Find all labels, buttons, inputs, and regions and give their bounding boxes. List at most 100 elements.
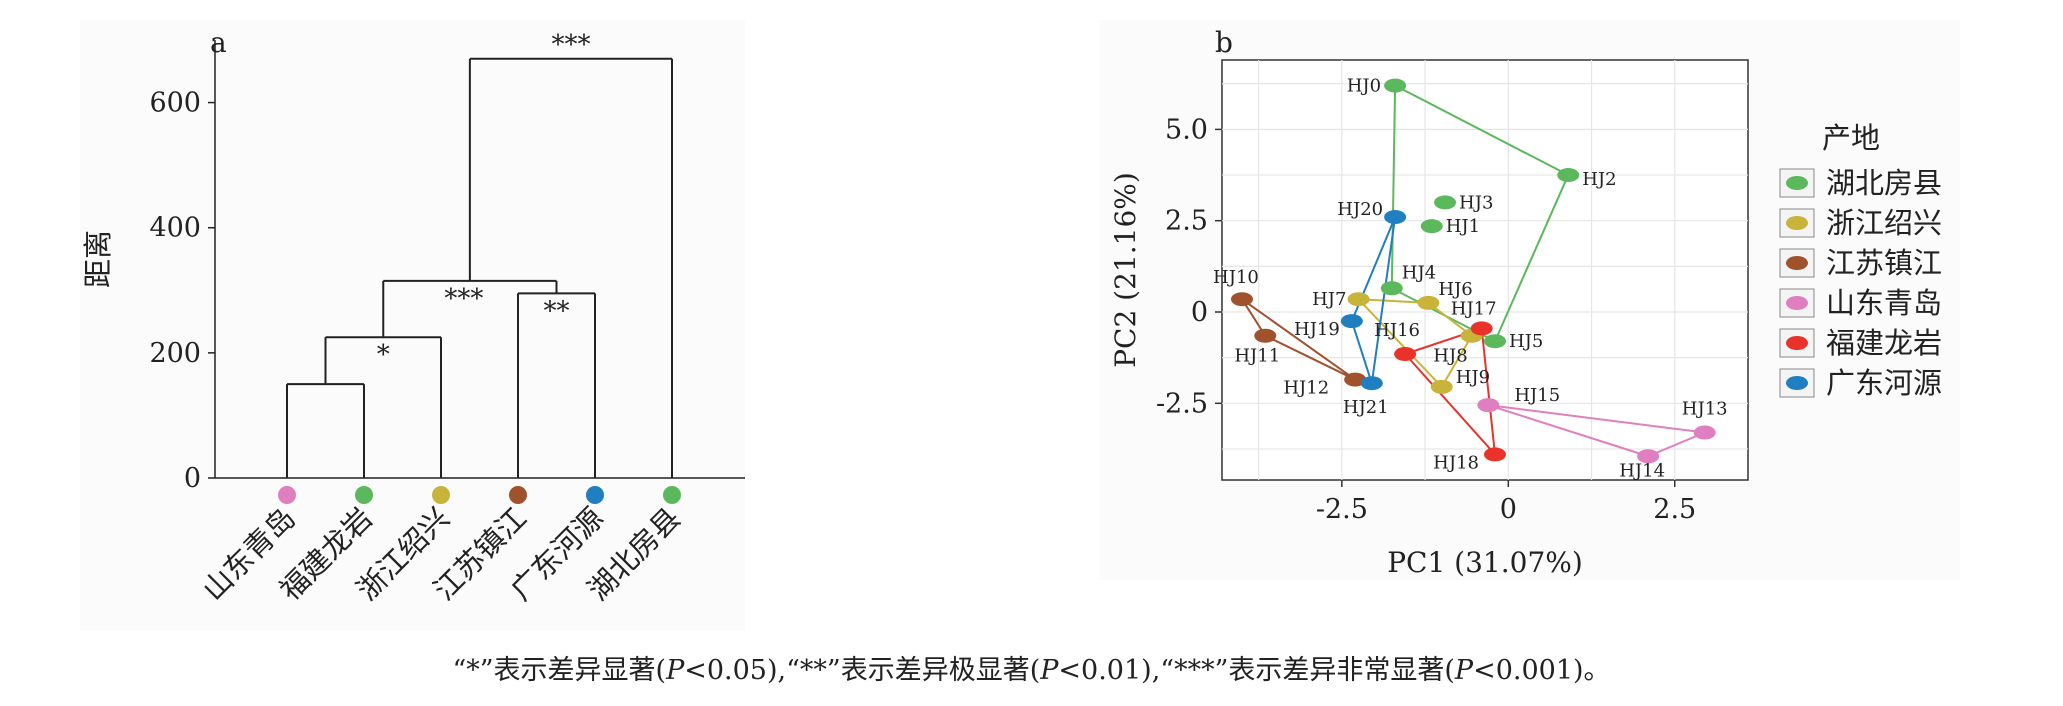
leaf-color-dot [278, 486, 296, 504]
data-point [1483, 334, 1506, 349]
point-label: HJ16 [1374, 320, 1420, 341]
point-label: HJ8 [1433, 346, 1467, 367]
data-point [1420, 219, 1443, 234]
point-label: HJ14 [1619, 460, 1665, 481]
leaf-color-dot [509, 486, 527, 504]
data-point [1384, 210, 1407, 225]
caption-p-symbol: P [1040, 655, 1059, 686]
x-tick-label: 0 [1500, 494, 1517, 525]
data-point [1380, 281, 1403, 296]
point-label: HJ2 [1582, 169, 1616, 190]
y-tick-label: -2.5 [1156, 388, 1208, 419]
point-label: HJ18 [1433, 452, 1479, 473]
legend-key-marker [1786, 376, 1808, 390]
leaf-color-dot [586, 486, 604, 504]
point-label: HJ5 [1509, 331, 1543, 352]
figure-caption: “*”表示差异显著(P<0.05),“**”表示差异极显著(P<0.01),“*… [0, 648, 2063, 687]
legend-entry-label: 山东青岛 [1826, 286, 1942, 320]
significance-marker: *** [551, 30, 590, 60]
data-point [1430, 379, 1453, 394]
significance-marker: *** [444, 284, 483, 314]
point-label: HJ6 [1438, 279, 1472, 300]
group-hull [1403, 327, 1497, 458]
data-point [1557, 168, 1580, 183]
data-point [1230, 292, 1253, 307]
point-label: HJ17 [1451, 298, 1497, 319]
y-tick-label: 400 [149, 213, 201, 244]
panel-b-label: b [1215, 26, 1233, 59]
pca-scatter-panel: b -2.5 0 2.5 5.0 2.5 0 -2.5 PC1 (31.07%) PC2 (21.… [1100, 20, 1960, 580]
y-tick-label: 0 [184, 463, 201, 494]
data-point [1693, 425, 1716, 440]
caption-part: <0.01),“***”表示差异非常显著( [1058, 655, 1455, 686]
caption-part: “*”表示差异显著( [452, 655, 667, 686]
legend-key-marker [1786, 336, 1808, 350]
data-point [1347, 292, 1370, 307]
leaf-color-dot [663, 486, 681, 504]
data-point [1344, 372, 1367, 387]
legend-entry-label: 广东河源 [1826, 366, 1942, 400]
y-tick-label: 0 [1191, 297, 1208, 328]
point-label: HJ3 [1459, 192, 1493, 213]
data-point [1417, 295, 1440, 310]
data-point [1637, 449, 1660, 464]
point-label: HJ11 [1234, 346, 1280, 367]
legend-entry-label: 江苏镇江 [1826, 246, 1942, 280]
data-point [1340, 314, 1363, 329]
point-label: HJ7 [1312, 289, 1346, 310]
group-hull [1241, 298, 1356, 381]
caption-part: <0.05),“**”表示差异极显著( [684, 655, 1041, 686]
x-axis-label: PC1 (31.07%) [1387, 546, 1583, 579]
legend-key-marker [1786, 296, 1808, 310]
group-hull [1350, 216, 1397, 384]
point-label: HJ10 [1213, 267, 1259, 288]
point-label: HJ13 [1682, 399, 1728, 420]
point-label: HJ19 [1294, 319, 1340, 340]
point-label: HJ20 [1337, 199, 1383, 220]
data-point [1477, 398, 1500, 413]
data-point [1254, 328, 1277, 343]
leaf-color-dot [432, 486, 450, 504]
point-label: HJ0 [1347, 76, 1381, 97]
legend-entry-label: 福建龙岩 [1826, 326, 1942, 360]
significance-marker: * [377, 340, 390, 370]
plot-area [1221, 59, 1749, 481]
legend-key-marker [1786, 216, 1808, 230]
caption-p-symbol: P [1454, 655, 1474, 686]
x-tick-label: -2.5 [1316, 494, 1368, 525]
panel-a-label: a [210, 26, 227, 59]
y-tick-label: 200 [149, 338, 201, 369]
leaf-color-dot [355, 486, 373, 504]
data-point [1470, 321, 1493, 336]
legend-title: 产地 [1822, 121, 1880, 155]
y-tick-label: 600 [149, 88, 201, 119]
data-point [1483, 447, 1506, 462]
panel-a-background [80, 20, 745, 630]
data-point [1434, 195, 1457, 210]
point-label: HJ12 [1283, 378, 1329, 399]
data-point [1360, 376, 1383, 391]
significance-marker: ** [544, 296, 570, 326]
legend-entry-label: 浙江绍兴 [1826, 206, 1942, 240]
legend-entry-label: 湖北房县 [1826, 166, 1942, 200]
y-tick-label: 2.5 [1165, 206, 1208, 237]
point-label: HJ1 [1446, 216, 1480, 237]
y-tick-label: 5.0 [1165, 114, 1208, 145]
group-hull [1488, 404, 1709, 458]
caption-part: <0.001)。 [1473, 655, 1611, 686]
x-tick-label: 2.5 [1653, 494, 1696, 525]
point-label: HJ9 [1456, 367, 1490, 388]
data-point [1394, 347, 1417, 361]
legend-key-marker [1786, 176, 1808, 190]
dendrogram-panel: a0200400600距离*********山东青岛福建龙岩浙江绍兴江苏镇江广东… [80, 20, 745, 630]
data-point [1384, 78, 1407, 93]
caption-p-symbol: P [666, 655, 685, 686]
point-label: HJ15 [1514, 385, 1560, 406]
legend-key-marker [1786, 256, 1808, 270]
y-axis-label: PC2 (21.16%) [1109, 172, 1142, 368]
legend-key-box [1779, 288, 1815, 318]
point-label: HJ4 [1402, 262, 1436, 283]
y-axis-label: 距离 [81, 230, 115, 288]
point-label: HJ21 [1343, 397, 1389, 418]
